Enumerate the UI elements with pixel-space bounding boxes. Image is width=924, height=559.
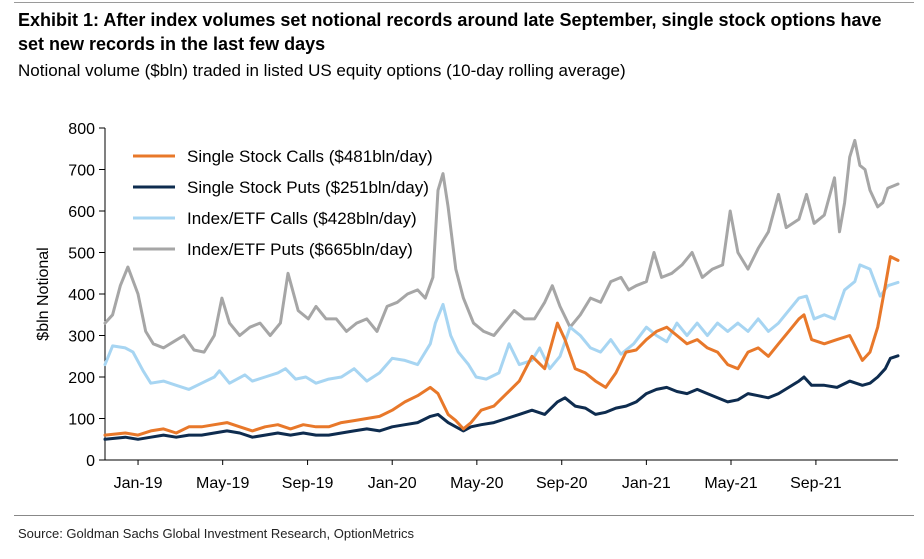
- legend-label: Index/ETF Calls ($428bln/day): [187, 209, 417, 228]
- y-tick-label: 600: [68, 204, 95, 221]
- x-tick-label: Sep-19: [282, 475, 334, 492]
- y-tick-label: 400: [68, 287, 95, 304]
- y-tick-label: 700: [68, 163, 95, 180]
- y-tick-label: 100: [68, 412, 95, 429]
- y-axis-label: $bln Notional: [35, 247, 52, 340]
- x-tick-label: Sep-20: [536, 475, 588, 492]
- y-tick-label: 200: [68, 370, 95, 387]
- x-tick-label: May-19: [196, 475, 249, 492]
- y-tick-label: 0: [86, 453, 95, 470]
- series-line: [103, 354, 900, 441]
- line-chart: 0 100 200 300 400 500 600 700 800 Jan-19 May-19 Sep…: [35, 121, 900, 492]
- legend-label: Single Stock Calls ($481bln/day): [187, 147, 433, 166]
- x-tick-label: Jan-21: [622, 475, 671, 492]
- y-tick-label: 500: [68, 246, 95, 263]
- x-tick-label: Jan-19: [114, 475, 163, 492]
- y-tick-label: 300: [68, 329, 95, 346]
- series-line: [103, 255, 900, 437]
- x-tick-label: May-21: [704, 475, 757, 492]
- series-line: [103, 263, 900, 391]
- legend-label: Single Stock Puts ($251bln/day): [187, 178, 429, 197]
- y-tick-label: 800: [68, 121, 95, 138]
- series-line: [103, 138, 900, 354]
- x-tick-label: May-20: [450, 475, 503, 492]
- chart-subtitle: Notional volume ($bln) traded in listed …: [18, 61, 626, 80]
- source-note: Source: Goldman Sachs Global Investment …: [18, 526, 414, 541]
- legend-label: Index/ETF Puts ($665bln/day): [187, 240, 413, 259]
- top-border: [14, 2, 914, 3]
- chart-title: Exhibit 1: After index volumes set notio…: [18, 10, 882, 54]
- x-tick-label: Jan-20: [368, 475, 417, 492]
- source-rule: [14, 515, 914, 516]
- x-tick-label: Sep-21: [790, 475, 842, 492]
